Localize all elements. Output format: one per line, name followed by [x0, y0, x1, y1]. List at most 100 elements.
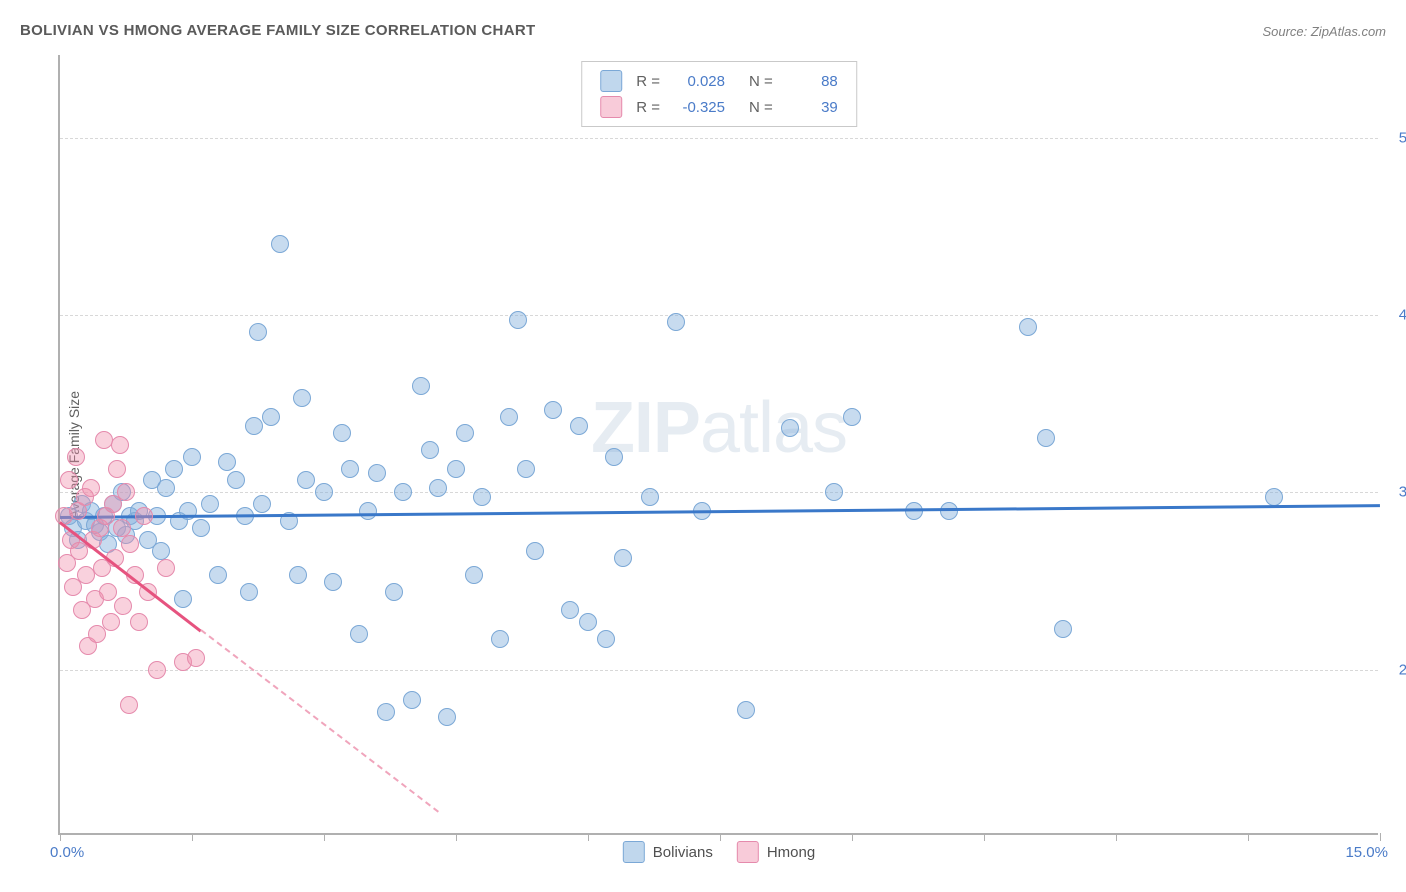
scatter-point: [249, 323, 267, 341]
scatter-point: [113, 519, 131, 537]
r-value-bolivians: 0.028: [670, 73, 725, 90]
n-label: N =: [749, 99, 773, 116]
r-label: R =: [636, 73, 660, 90]
n-label: N =: [749, 73, 773, 90]
scatter-point: [570, 417, 588, 435]
scatter-point: [579, 613, 597, 631]
scatter-point: [843, 408, 861, 426]
scatter-point: [605, 448, 623, 466]
chart-container: Average Family Size ZIPatlas R = 0.028 N…: [48, 55, 1388, 855]
scatter-point: [114, 597, 132, 615]
scatter-point: [174, 590, 192, 608]
scatter-point: [157, 479, 175, 497]
scatter-point: [561, 601, 579, 619]
watermark: ZIPatlas: [591, 387, 847, 469]
scatter-point: [102, 613, 120, 631]
scatter-point: [315, 483, 333, 501]
scatter-point: [385, 583, 403, 601]
scatter-point: [297, 471, 315, 489]
scatter-point: [293, 389, 311, 407]
scatter-point: [82, 479, 100, 497]
scatter-point: [394, 483, 412, 501]
scatter-point: [201, 495, 219, 513]
gridline-h: [60, 138, 1378, 139]
scatter-point: [67, 448, 85, 466]
x-tick: [1380, 833, 1381, 841]
scatter-point: [614, 549, 632, 567]
x-tick: [1116, 833, 1117, 841]
scatter-point: [108, 460, 126, 478]
scatter-point: [289, 566, 307, 584]
x-tick: [1248, 833, 1249, 841]
scatter-point: [412, 377, 430, 395]
scatter-point: [421, 441, 439, 459]
stats-row-bolivians: R = 0.028 N = 88: [600, 68, 838, 94]
legend-item-bolivians: Bolivians: [623, 841, 713, 863]
scatter-point: [350, 625, 368, 643]
scatter-point: [120, 696, 138, 714]
scatter-point: [1019, 318, 1037, 336]
scatter-point: [333, 424, 351, 442]
gridline-h: [60, 492, 1378, 493]
chart-title: BOLIVIAN VS HMONG AVERAGE FAMILY SIZE CO…: [20, 22, 535, 39]
scatter-point: [187, 649, 205, 667]
scatter-point: [517, 460, 535, 478]
stats-row-hmong: R = -0.325 N = 39: [600, 94, 838, 120]
scatter-point: [544, 401, 562, 419]
scatter-point: [500, 408, 518, 426]
scatter-point: [218, 453, 236, 471]
scatter-point: [641, 488, 659, 506]
scatter-point: [781, 419, 799, 437]
scatter-point: [148, 661, 166, 679]
scatter-point: [737, 701, 755, 719]
scatter-point: [262, 408, 280, 426]
source-attribution: Source: ZipAtlas.com: [1262, 24, 1386, 39]
legend-item-hmong: Hmong: [737, 841, 815, 863]
scatter-point: [940, 502, 958, 520]
scatter-point: [667, 313, 685, 331]
legend-label-hmong: Hmong: [767, 844, 815, 861]
scatter-point: [438, 708, 456, 726]
scatter-point: [1037, 429, 1055, 447]
scatter-point: [60, 471, 78, 489]
scatter-point: [377, 703, 395, 721]
scatter-point: [447, 460, 465, 478]
scatter-point: [165, 460, 183, 478]
scatter-point: [526, 542, 544, 560]
scatter-point: [456, 424, 474, 442]
scatter-point: [111, 436, 129, 454]
scatter-point: [245, 417, 263, 435]
legend-label-bolivians: Bolivians: [653, 844, 713, 861]
scatter-point: [324, 573, 342, 591]
n-value-bolivians: 88: [783, 73, 838, 90]
scatter-point: [1054, 620, 1072, 638]
scatter-point: [117, 483, 135, 501]
scatter-point: [905, 502, 923, 520]
swatch-pink-icon: [600, 96, 622, 118]
stats-legend: R = 0.028 N = 88 R = -0.325 N = 39: [581, 61, 857, 127]
scatter-point: [271, 235, 289, 253]
x-tick: [852, 833, 853, 841]
swatch-blue-icon: [623, 841, 645, 863]
scatter-point: [597, 630, 615, 648]
x-tick: [720, 833, 721, 841]
r-label: R =: [636, 99, 660, 116]
scatter-point: [1265, 488, 1283, 506]
scatter-point: [227, 471, 245, 489]
gridline-h: [60, 315, 1378, 316]
swatch-blue-icon: [600, 70, 622, 92]
scatter-point: [183, 448, 201, 466]
scatter-point: [240, 583, 258, 601]
series-legend: Bolivians Hmong: [623, 841, 815, 863]
x-tick: [192, 833, 193, 841]
trend-line-hmong-dashed: [200, 630, 439, 814]
scatter-point: [157, 559, 175, 577]
x-min-label: 0.0%: [50, 844, 84, 861]
swatch-pink-icon: [737, 841, 759, 863]
scatter-point: [152, 542, 170, 560]
scatter-point: [359, 502, 377, 520]
scatter-point: [403, 691, 421, 709]
scatter-point: [99, 583, 117, 601]
y-tick-label: 4.25: [1399, 307, 1406, 324]
x-tick: [588, 833, 589, 841]
